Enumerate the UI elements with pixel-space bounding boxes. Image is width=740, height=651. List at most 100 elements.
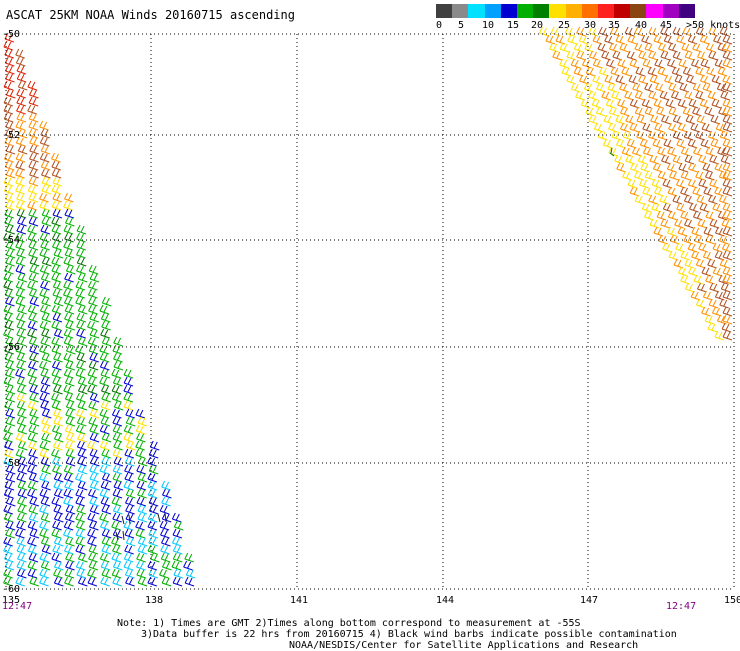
wind-barb [76, 312, 87, 323]
lat-label: -52 [2, 130, 20, 141]
wind-barb [148, 464, 159, 475]
wind-barb [702, 250, 713, 261]
wind-barb [722, 250, 733, 261]
wind-barb [29, 296, 40, 307]
wind-barb [40, 280, 50, 291]
wind-barb [41, 328, 51, 339]
wind-barb [64, 272, 74, 283]
wind-barb [123, 432, 133, 443]
wind-barb [27, 104, 37, 115]
wind-barb [28, 160, 39, 171]
wind-barb [53, 576, 64, 587]
wind-barb [41, 424, 52, 435]
wind-barb [99, 376, 109, 387]
wind-barb [695, 258, 706, 269]
wind-barb [4, 56, 15, 67]
wind-barb [619, 122, 630, 133]
wind-barb [713, 34, 723, 45]
wind-barb [3, 176, 14, 187]
wind-barb [642, 122, 652, 133]
wind-barb [5, 368, 15, 379]
wind-barb [555, 34, 566, 45]
wind-barb [88, 416, 98, 427]
wind-barb [684, 258, 695, 269]
wind-barb [39, 488, 50, 499]
wind-barb [16, 536, 26, 547]
wind-barb [588, 26, 599, 37]
wind-barb [539, 26, 549, 37]
wind-barb [123, 392, 134, 403]
wind-barb [63, 336, 74, 347]
wind-barb [40, 560, 51, 571]
wind-barb [3, 544, 13, 555]
wind-barb [27, 368, 38, 379]
wind-barb [76, 360, 86, 371]
wind-barb [668, 250, 679, 261]
wind-barb [64, 424, 75, 435]
wind-barb [719, 258, 730, 269]
wind-barb [705, 42, 716, 53]
wind-barb [100, 520, 110, 531]
wind-barb [28, 424, 39, 435]
wind-barb [112, 344, 123, 355]
wind-barb [722, 202, 733, 213]
legend-label: 40 [635, 20, 648, 31]
wind-barb [718, 106, 728, 117]
wind-barb [39, 528, 49, 539]
wind-barb [77, 376, 88, 387]
wind-barb [15, 48, 25, 59]
wind-barb [629, 122, 640, 133]
wind-barb [629, 98, 640, 109]
wind-barb [63, 488, 73, 499]
wind-barb [65, 560, 75, 571]
wind-barb [124, 472, 135, 483]
wind-barb [28, 248, 38, 259]
wind-barb [16, 72, 27, 83]
wind-barb [148, 536, 158, 547]
wind-barb [16, 360, 26, 371]
wind-barb [28, 472, 39, 483]
wind-barb [666, 58, 677, 69]
wind-barb [149, 440, 160, 451]
wind-barb [15, 432, 26, 443]
wind-barb [597, 130, 608, 141]
wind-barb [561, 66, 572, 77]
wind-barb [5, 496, 16, 507]
wind-barb [63, 256, 74, 267]
wind-barb [3, 432, 13, 443]
wind-barb [123, 424, 134, 435]
wind-barb [660, 50, 671, 61]
wind-barb [615, 74, 626, 85]
lon-label: 135 [2, 595, 20, 606]
wind-barb [566, 74, 576, 85]
wind-barb [77, 576, 88, 587]
wind-barb [631, 146, 642, 157]
wind-barb [41, 208, 52, 219]
wind-barb [16, 392, 27, 403]
wind-barb [15, 528, 25, 539]
wind-barb [5, 64, 15, 75]
wind-barb [28, 440, 38, 451]
wind-barb [666, 162, 677, 173]
wind-barb [87, 576, 98, 587]
wind-barb [88, 400, 98, 411]
wind-barb [607, 82, 618, 93]
wind-barb [621, 146, 632, 157]
wind-barb [76, 256, 87, 267]
wind-barb [4, 552, 14, 563]
wind-barb [641, 34, 651, 45]
wind-barb [87, 512, 97, 523]
wind-barb [135, 424, 146, 435]
wind-barb [112, 432, 123, 443]
wind-barb [65, 320, 75, 331]
wind-barb [173, 520, 184, 531]
wind-barb [29, 288, 39, 299]
wind-barb [3, 488, 14, 499]
wind-barb [53, 512, 64, 523]
wind-barb [41, 184, 52, 195]
wind-barb [712, 266, 723, 277]
wind-barb [29, 136, 39, 147]
wind-barb [111, 552, 122, 563]
wind-barb [611, 90, 621, 101]
wind-barb [671, 66, 682, 77]
